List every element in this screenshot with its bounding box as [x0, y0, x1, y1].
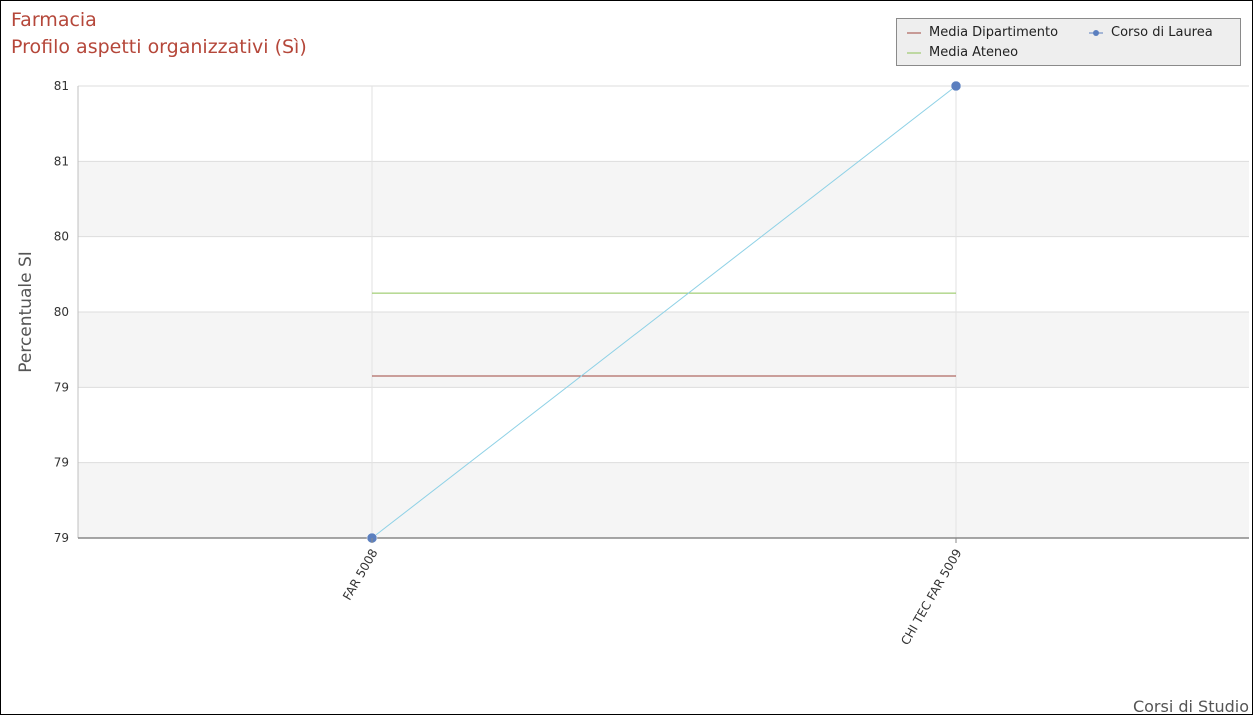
- y-tick-label: 79: [54, 531, 69, 545]
- plot-band: [78, 236, 1249, 312]
- y-tick-label: 80: [54, 230, 69, 244]
- series-line-2: [371, 85, 957, 539]
- chart-subtitle: Profilo aspetti organizzativi (Sì): [11, 36, 307, 58]
- series-point: [950, 80, 962, 92]
- legend-label: Media Ateneo: [929, 45, 1019, 60]
- plot-band: [78, 161, 1249, 237]
- y-tick-label: 81: [54, 79, 69, 93]
- legend-label: Media Dipartimento: [929, 25, 1059, 40]
- chart-title-block: Farmacia Profilo aspetti organizzativi (…: [11, 7, 307, 61]
- legend-swatch-line-icon: [907, 27, 921, 39]
- y-tick-label: 81: [54, 154, 69, 168]
- y-tick-label: 79: [54, 380, 69, 394]
- legend-label: Corso di Laurea: [1111, 25, 1213, 40]
- plot-band: [78, 312, 1249, 388]
- plot-band: [78, 462, 1249, 538]
- legend-swatch-marker-icon: [1089, 27, 1103, 39]
- y-tick-label: 80: [54, 305, 69, 319]
- credits: Corsi di Studio: [1132, 697, 1249, 716]
- y-axis-label: Percentuale SI: [16, 251, 36, 373]
- legend-swatch-cdl-dot: [1093, 30, 1099, 36]
- legend-swatch-line-icon: [907, 47, 921, 59]
- chart-title: Farmacia: [11, 9, 97, 31]
- plot-band: [78, 387, 1249, 463]
- plot-band: [78, 86, 1249, 162]
- x-tick-label: FAR 5008: [340, 547, 380, 603]
- legend: Media Dipartimento Corso di Laurea Media…: [896, 18, 1241, 66]
- x-tick-label: CHI TEC FAR 5009: [898, 547, 964, 648]
- y-tick-label: 79: [54, 456, 69, 470]
